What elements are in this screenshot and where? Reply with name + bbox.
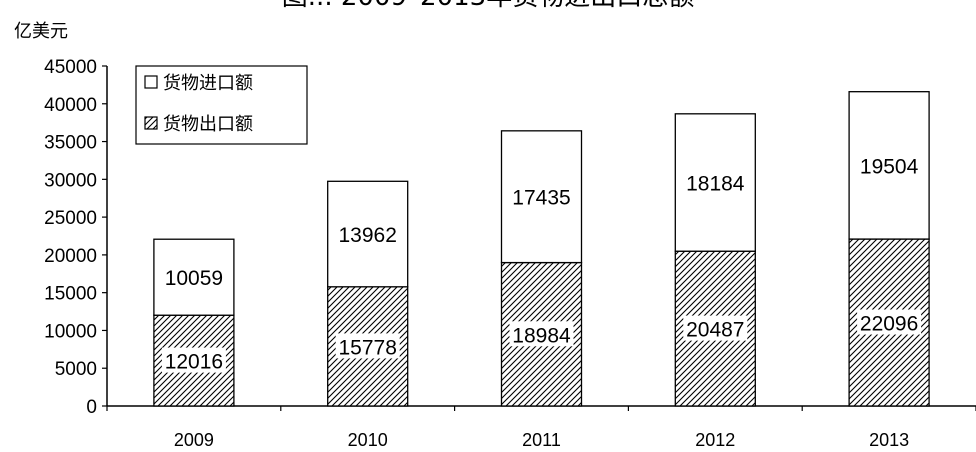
y-tick-label: 35000 [44, 133, 97, 154]
data-label-bg [857, 309, 922, 335]
legend: 货物进口额 货物出口额 [135, 65, 308, 145]
y-tick-label: 10000 [44, 321, 97, 342]
bar-import [848, 91, 930, 240]
legend-label-export: 货物出口额 [163, 114, 253, 135]
chart-title: 图... 2009–2013年货物进出口总额 [282, 0, 694, 12]
y-axis-unit-label: 亿美元 [14, 21, 68, 42]
y-tick-label: 20000 [44, 246, 97, 267]
data-label-import: 19504 [860, 155, 919, 178]
data-label-export: 15778 [338, 336, 396, 359]
data-label-export: 18984 [512, 324, 571, 347]
data-label-bg [161, 347, 226, 373]
legend-label-import: 货物进口额 [163, 73, 253, 94]
bar-import [327, 180, 409, 288]
legend-swatch-import [144, 75, 158, 89]
bar-import [500, 130, 583, 264]
legend-swatch-export [144, 116, 158, 130]
data-label-import: 13962 [338, 224, 396, 247]
data-label-import: 17435 [512, 187, 570, 210]
data-label-export: 12016 [165, 351, 223, 374]
x-tick-label: 2009 [174, 430, 214, 450]
x-axis-ticks: 2009 2010 2011 2012 2013 [106, 406, 976, 450]
y-tick-label: 15000 [44, 284, 97, 305]
data-label-bg [335, 333, 400, 359]
data-label-bg [683, 315, 748, 341]
data-label-import: 18184 [686, 173, 745, 196]
y-tick-label: 30000 [44, 170, 97, 191]
data-label-import: 10059 [165, 267, 223, 290]
data-labels-group: 12016 10059 15778 13962 18984 17435 20487 18184… [161, 155, 922, 374]
x-tick-label: 2011 [522, 430, 561, 450]
x-tick-label: 2010 [348, 430, 388, 450]
data-label-export: 20487 [686, 319, 744, 342]
data-label-bg [509, 321, 574, 347]
y-axis-ticks: 0 5000 10000 15000 20000 25000 30000 35000 40000… [44, 57, 107, 418]
y-tick-label: 45000 [44, 57, 97, 78]
y-tick-label: 25000 [44, 208, 97, 229]
bar-import [674, 113, 756, 252]
y-tick-label: 5000 [55, 359, 97, 380]
legend-box [135, 65, 308, 145]
bar-import [153, 238, 235, 316]
x-tick-label: 2013 [869, 430, 909, 450]
data-label-export: 22096 [860, 313, 918, 336]
x-tick-label: 2012 [695, 430, 735, 450]
y-tick-label: 0 [86, 397, 97, 418]
y-tick-label: 40000 [44, 95, 97, 116]
